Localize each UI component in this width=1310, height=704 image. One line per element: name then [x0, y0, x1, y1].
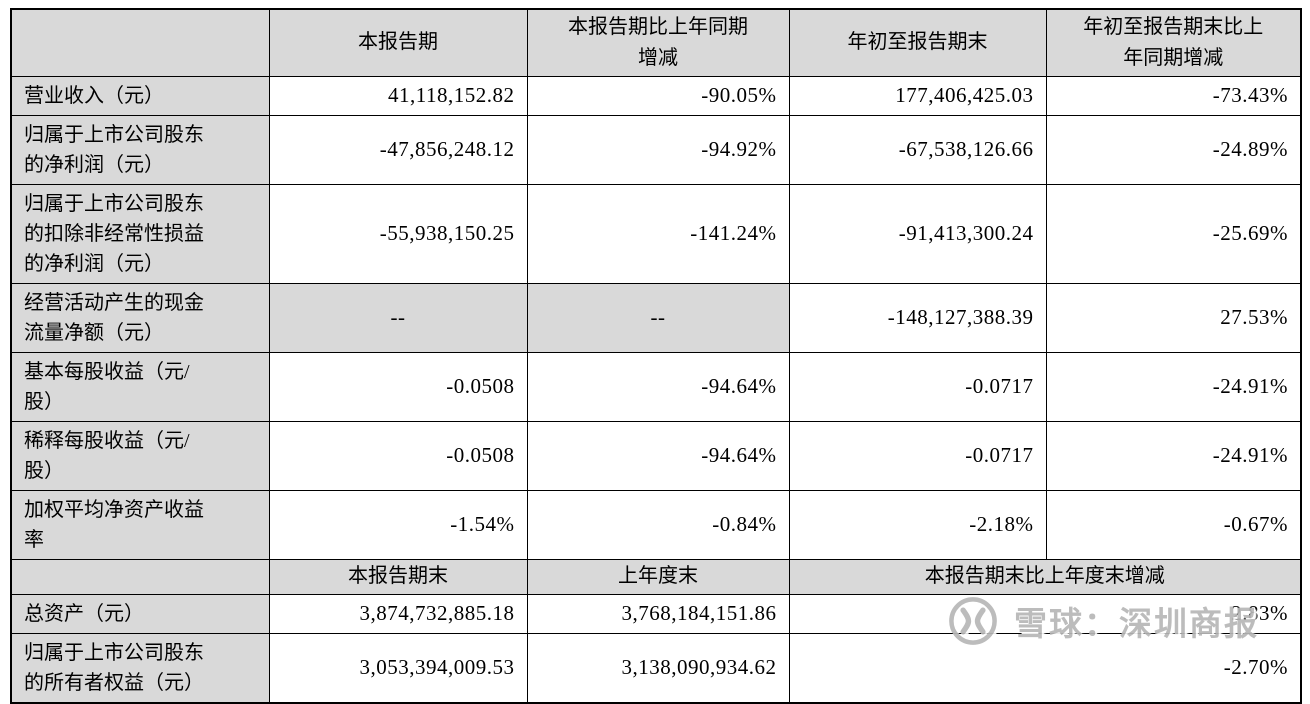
cell-value: 41,118,152.82: [268, 75, 528, 116]
cell-value: 3,874,732,885.18: [268, 593, 528, 634]
cell-value: -91,413,300.24: [788, 183, 1047, 284]
financial-summary-table: 本报告期 本报告期比上年同期增减 年初至报告期末 年初至报告期末比上年同期增减 …: [10, 8, 1302, 704]
cell-value: -24.91%: [1045, 420, 1302, 491]
table-row: 归属于上市公司股东的扣除非经常性损益的净利润（元） -55,938,150.25…: [10, 183, 1302, 284]
cell-value: -148,127,388.39: [788, 282, 1047, 353]
cell-value: -47,856,248.12: [268, 114, 528, 185]
row-label: 经营活动产生的现金流量净额（元）: [10, 282, 270, 353]
cell-value: 3,768,184,151.86: [526, 593, 790, 634]
header-label: 年初至报告期末: [847, 31, 988, 54]
cell-value: -0.67%: [1045, 489, 1302, 560]
cell-value: -94.92%: [526, 114, 790, 185]
cell-value: -0.0717: [788, 351, 1047, 422]
cell-value: -0.84%: [526, 489, 790, 560]
subheader-change-vs-prior-year-end: 本报告期末比上年度末增减: [788, 558, 1302, 595]
table-subheader-row: 本报告期末 上年度末 本报告期末比上年度末增减: [10, 558, 1302, 595]
row-label: 归属于上市公司股东的净利润（元）: [10, 114, 270, 185]
table-row: 总资产（元） 3,874,732,885.18 3,768,184,151.86…: [10, 593, 1302, 634]
row-label: 归属于上市公司股东的扣除非经常性损益的净利润（元）: [10, 183, 270, 284]
header-ytd-yoy: 年初至报告期末比上年同期增减: [1045, 8, 1302, 77]
header-label: 年初至报告期末比上年同期增减: [1083, 15, 1264, 69]
cell-value: -2.70%: [788, 632, 1302, 703]
cell-value-na: --: [526, 282, 790, 353]
table-row: 加权平均净资产收益率 -1.54% -0.84% -2.18% -0.67%: [10, 489, 1302, 560]
header-ytd: 年初至报告期末: [788, 8, 1047, 77]
row-label: 加权平均净资产收益率: [10, 489, 270, 560]
row-label: 基本每股收益（元/股）: [10, 351, 270, 422]
subheader-blank-cell: [10, 558, 270, 595]
table-row: 营业收入（元） 41,118,152.82 -90.05% 177,406,42…: [10, 75, 1302, 116]
cell-value: -67,538,126.66: [788, 114, 1047, 185]
cell-value: 27.53%: [1045, 282, 1302, 353]
cell-value: -0.0508: [268, 420, 528, 491]
cell-value: -1.54%: [268, 489, 528, 560]
table-header-row: 本报告期 本报告期比上年同期增减 年初至报告期末 年初至报告期末比上年同期增减: [10, 8, 1302, 77]
cell-value: -25.69%: [1045, 183, 1302, 284]
subheader-prior-year-end: 上年度末: [526, 558, 790, 595]
cell-value: -2.18%: [788, 489, 1047, 560]
table-row: 经营活动产生的现金流量净额（元） -- -- -148,127,388.39 2…: [10, 282, 1302, 353]
row-label: 稀释每股收益（元/股）: [10, 420, 270, 491]
table-row: 稀释每股收益（元/股） -0.0508 -94.64% -0.0717 -24.…: [10, 420, 1302, 491]
cell-value: -24.89%: [1045, 114, 1302, 185]
cell-value: -90.05%: [526, 75, 790, 116]
row-label: 营业收入（元）: [10, 75, 270, 116]
cell-value: 3,138,090,934.62: [526, 632, 790, 703]
cell-value: -94.64%: [526, 420, 790, 491]
table-row: 基本每股收益（元/股） -0.0508 -94.64% -0.0717 -24.…: [10, 351, 1302, 422]
row-label: 归属于上市公司股东的所有者权益（元）: [10, 632, 270, 703]
cell-value: 2.83%: [788, 593, 1302, 634]
cell-value: -0.0717: [788, 420, 1047, 491]
header-current-period-yoy: 本报告期比上年同期增减: [526, 8, 790, 77]
subheader-period-end: 本报告期末: [268, 558, 528, 595]
cell-value: -24.91%: [1045, 351, 1302, 422]
cell-value: -141.24%: [526, 183, 790, 284]
header-label: 本报告期比上年同期增减: [568, 15, 748, 69]
cell-value: 3,053,394,009.53: [268, 632, 528, 703]
header-blank-cell: [10, 8, 270, 77]
cell-value-na: --: [268, 282, 528, 353]
cell-value: 177,406,425.03: [788, 75, 1047, 116]
header-current-period: 本报告期: [268, 8, 528, 77]
cell-value: -73.43%: [1045, 75, 1302, 116]
row-label: 总资产（元）: [10, 593, 270, 634]
cell-value: -94.64%: [526, 351, 790, 422]
cell-value: -55,938,150.25: [268, 183, 528, 284]
table-row: 归属于上市公司股东的所有者权益（元） 3,053,394,009.53 3,13…: [10, 632, 1302, 703]
table-row: 归属于上市公司股东的净利润（元） -47,856,248.12 -94.92% …: [10, 114, 1302, 185]
cell-value: -0.0508: [268, 351, 528, 422]
header-label: 本报告期: [358, 31, 438, 54]
